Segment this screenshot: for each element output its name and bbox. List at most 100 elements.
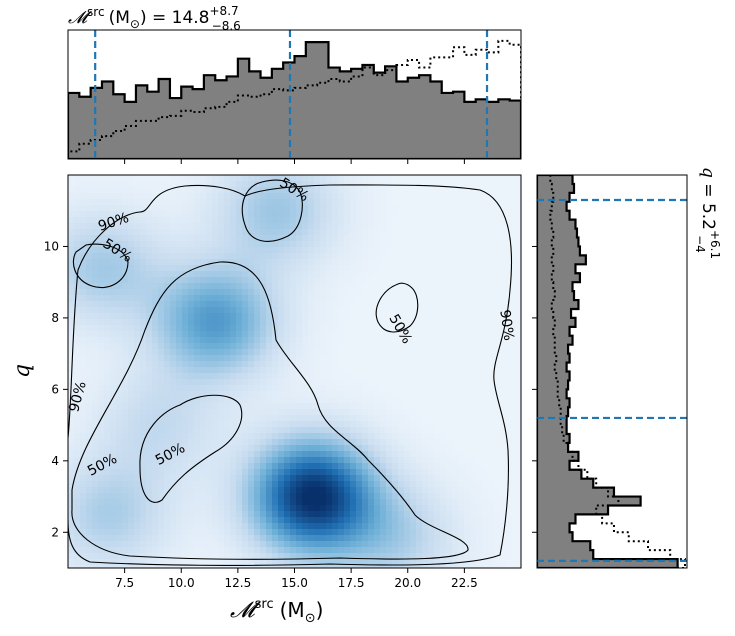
heatmap-cell: [164, 343, 171, 350]
heatmap-cell: [146, 523, 153, 530]
heatmap-cell: [482, 307, 489, 314]
heatmap-cell: [158, 433, 165, 440]
heatmap-cell: [422, 337, 429, 344]
heatmap-cell: [110, 421, 117, 428]
heatmap-cell: [116, 541, 123, 548]
heatmap-cell: [212, 343, 219, 350]
heatmap-cell: [104, 205, 111, 212]
heatmap-cell: [458, 235, 465, 242]
heatmap-cell: [344, 235, 351, 242]
heatmap-cell: [86, 529, 93, 536]
heatmap-cell: [164, 403, 171, 410]
heatmap-cell: [344, 289, 351, 296]
heatmap-cell: [272, 439, 279, 446]
heatmap-cell: [302, 331, 309, 338]
heatmap-cell: [92, 391, 99, 398]
heatmap-cell: [92, 421, 99, 428]
heatmap-cell: [434, 457, 441, 464]
heatmap-cell: [152, 175, 159, 182]
heatmap-cell: [344, 469, 351, 476]
heatmap-cell: [218, 343, 225, 350]
heatmap-cell: [398, 439, 405, 446]
heatmap-cell: [380, 415, 387, 422]
heatmap-cell: [410, 337, 417, 344]
heatmap-cell: [386, 241, 393, 248]
heatmap-cell: [512, 301, 519, 308]
heatmap-cell: [350, 205, 357, 212]
heatmap-cell: [458, 373, 465, 380]
heatmap-cell: [332, 547, 339, 554]
heatmap-cell: [86, 319, 93, 326]
heatmap-cell: [416, 217, 423, 224]
heatmap-cell: [398, 487, 405, 494]
heatmap-cell: [230, 553, 237, 560]
heatmap-cell: [314, 421, 321, 428]
heatmap-cell: [152, 373, 159, 380]
heatmap-cell: [200, 307, 207, 314]
heatmap-cell: [470, 367, 477, 374]
heatmap-cell: [356, 277, 363, 284]
heatmap-cell: [344, 487, 351, 494]
heatmap-cell: [194, 235, 201, 242]
heatmap-cell: [482, 421, 489, 428]
heatmap-cell: [254, 415, 261, 422]
heatmap-cell: [110, 265, 117, 272]
heatmap-cell: [212, 301, 219, 308]
heatmap-cell: [230, 217, 237, 224]
heatmap-cell: [146, 319, 153, 326]
heatmap-cell: [308, 349, 315, 356]
heatmap-cell: [284, 541, 291, 548]
heatmap-cell: [302, 433, 309, 440]
heatmap-cell: [380, 469, 387, 476]
heatmap-cell: [494, 439, 501, 446]
heatmap-cell: [452, 409, 459, 416]
heatmap-cell: [428, 235, 435, 242]
heatmap-cell: [380, 403, 387, 410]
heatmap-cell: [410, 433, 417, 440]
heatmap-cell: [482, 217, 489, 224]
heatmap-cell: [254, 379, 261, 386]
heatmap-cell: [170, 475, 177, 482]
heatmap-cell: [500, 523, 507, 530]
heatmap-cell: [170, 259, 177, 266]
heatmap-cell: [74, 541, 81, 548]
heatmap-cell: [86, 349, 93, 356]
heatmap-cell: [158, 205, 165, 212]
heatmap-cell: [254, 367, 261, 374]
heatmap-cell: [434, 223, 441, 230]
heatmap-cell: [158, 343, 165, 350]
heatmap-cell: [380, 265, 387, 272]
heatmap-cell: [302, 439, 309, 446]
heatmap-cell: [464, 475, 471, 482]
heatmap-cell: [218, 211, 225, 218]
heatmap-cell: [506, 469, 513, 476]
heatmap-cell: [74, 457, 81, 464]
heatmap-cell: [440, 235, 447, 242]
heatmap-cell: [404, 373, 411, 380]
heatmap-cell: [326, 181, 333, 188]
heatmap-cell: [332, 307, 339, 314]
heatmap-cell: [164, 325, 171, 332]
heatmap-cell: [476, 559, 483, 566]
heatmap-cell: [176, 373, 183, 380]
heatmap-cell: [236, 241, 243, 248]
heatmap-cell: [356, 247, 363, 254]
heatmap-cell: [356, 475, 363, 482]
heatmap-cell: [80, 421, 87, 428]
heatmap-cell: [134, 181, 141, 188]
heatmap-cell: [494, 475, 501, 482]
heatmap-cell: [260, 475, 267, 482]
heatmap-cell: [470, 445, 477, 452]
heatmap-cell: [326, 475, 333, 482]
heatmap-cell: [140, 469, 147, 476]
heatmap-cell: [416, 541, 423, 548]
heatmap-cell: [146, 331, 153, 338]
heatmap-cell: [338, 247, 345, 254]
heatmap-cell: [308, 277, 315, 284]
heatmap-cell: [176, 325, 183, 332]
heatmap-cell: [74, 445, 81, 452]
heatmap-cell: [122, 223, 129, 230]
heatmap-cell: [260, 301, 267, 308]
heatmap-cell: [86, 253, 93, 260]
heatmap-cell: [494, 559, 501, 566]
